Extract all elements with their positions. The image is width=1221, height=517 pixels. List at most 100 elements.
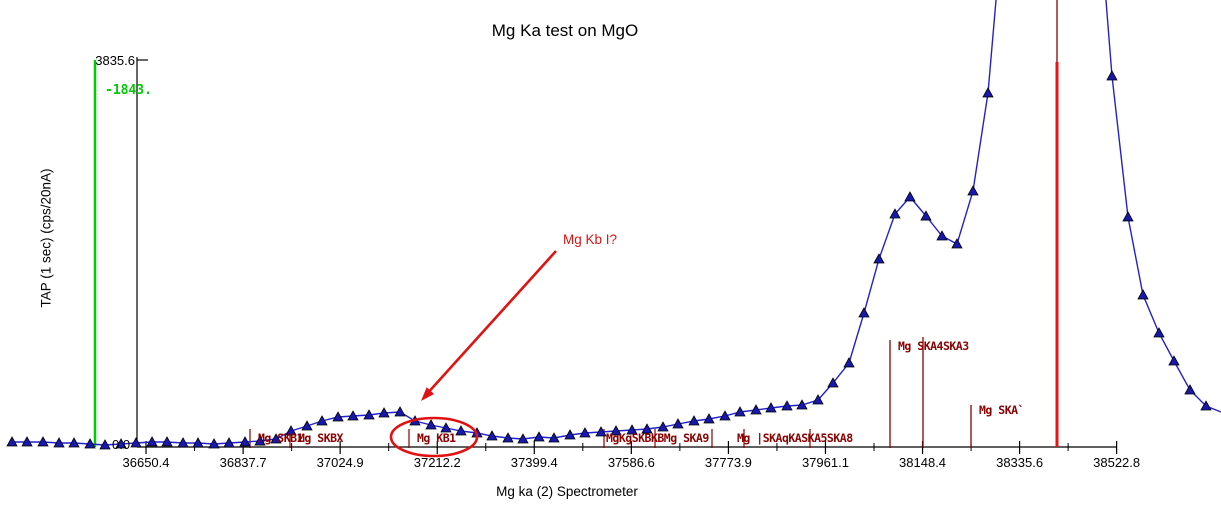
data-point-marker xyxy=(130,437,142,448)
data-point-marker xyxy=(765,402,777,413)
data-point-marker xyxy=(502,432,514,443)
data-point-marker xyxy=(657,421,669,432)
data-point-marker xyxy=(440,422,452,433)
y-axis-zero-label: 0.0 xyxy=(112,437,131,452)
data-point-marker xyxy=(301,420,313,431)
x-tick-label: 38335.6 xyxy=(996,455,1044,470)
data-point-marker xyxy=(750,404,762,415)
data-point-marker xyxy=(904,191,916,202)
data-point-marker xyxy=(1106,70,1118,81)
chart-title: Mg Ka test on MgO xyxy=(491,21,639,40)
cursor-readout-value: -1843. xyxy=(105,83,152,98)
data-point-marker xyxy=(177,437,189,448)
peak-label: Mg SKBX xyxy=(298,431,343,445)
data-point-marker xyxy=(254,435,266,446)
data-point-marker xyxy=(564,429,576,440)
data-point-marker xyxy=(285,425,297,436)
data-point-marker xyxy=(1200,400,1212,411)
peak-label: Mg SKA` xyxy=(979,403,1024,417)
data-point-marker xyxy=(53,437,65,448)
data-point-marker xyxy=(37,436,49,447)
data-point-marker xyxy=(1153,327,1165,338)
x-axis-title: Mg ka (2) Spectrometer xyxy=(496,484,638,499)
data-point-marker xyxy=(270,433,282,444)
x-tick-label: 36837.7 xyxy=(219,455,267,470)
data-point-marker xyxy=(115,438,127,449)
x-tick-label: 36650.4 xyxy=(122,455,170,470)
data-point-marker xyxy=(1184,384,1196,395)
data-point-marker xyxy=(843,357,855,368)
data-point-marker xyxy=(967,185,979,196)
annotation-arrow-head xyxy=(421,387,435,401)
x-tick-label: 37961.1 xyxy=(801,455,849,470)
x-tick-label: 37586.6 xyxy=(607,455,655,470)
data-point-marker xyxy=(239,436,251,447)
data-point-marker xyxy=(1137,289,1149,300)
x-tick-label: 37024.9 xyxy=(316,455,364,470)
data-point-marker xyxy=(99,439,111,450)
data-point-marker xyxy=(425,419,437,430)
x-tick-label: 37399.4 xyxy=(510,455,558,470)
data-point-marker xyxy=(858,307,870,318)
data-point-marker xyxy=(68,437,80,448)
data-point-marker xyxy=(533,431,545,442)
data-point-marker xyxy=(672,418,684,429)
x-tick-label: 38522.8 xyxy=(1093,455,1141,470)
data-point-marker xyxy=(208,438,220,449)
data-point-marker xyxy=(595,426,607,437)
data-point-marker xyxy=(363,409,375,420)
highlight-ellipse xyxy=(389,416,479,458)
peak-label: Mg SKB1 xyxy=(258,431,303,445)
data-point-marker xyxy=(332,411,344,422)
data-point-marker xyxy=(378,407,390,418)
x-tick-label: 37212.2 xyxy=(413,455,461,470)
data-point-marker xyxy=(781,400,793,411)
data-point-marker xyxy=(223,437,235,448)
data-point-marker xyxy=(455,425,467,436)
peak-label: MgKgSKBKBMg SKA9 xyxy=(606,431,709,445)
data-point-marker xyxy=(1168,355,1180,366)
data-point-marker xyxy=(486,430,498,441)
data-point-marker xyxy=(146,436,158,447)
data-point-marker xyxy=(920,210,932,221)
data-point-marker xyxy=(796,399,808,410)
data-point-marker xyxy=(579,427,591,438)
data-point-marker xyxy=(394,406,406,417)
data-point-marker xyxy=(889,208,901,219)
x-tick-label: 37773.9 xyxy=(704,455,752,470)
annotation-text: Mg Kb I? xyxy=(563,232,618,247)
peak-label: Mg KB1 xyxy=(417,431,456,445)
data-point-marker xyxy=(734,406,746,417)
data-point-marker xyxy=(610,425,622,436)
scan-curve xyxy=(12,0,1221,446)
data-point-marker xyxy=(827,377,839,388)
annotation-arrow-shaft xyxy=(424,250,557,397)
y-axis-max-label: 3835.6 xyxy=(95,53,135,68)
data-point-marker xyxy=(688,415,700,426)
data-point-marker xyxy=(192,437,204,448)
data-point-marker xyxy=(626,424,638,435)
data-point-marker xyxy=(719,410,731,421)
data-point-marker xyxy=(936,230,948,241)
data-point-marker xyxy=(703,413,715,424)
data-point-marker xyxy=(316,415,328,426)
data-point-marker xyxy=(873,253,885,264)
data-point-marker xyxy=(161,436,173,447)
data-point-marker xyxy=(641,423,653,434)
data-point-marker xyxy=(84,438,96,449)
data-point-marker xyxy=(1122,211,1134,222)
data-point-marker xyxy=(21,436,33,447)
data-point-marker xyxy=(812,394,824,405)
data-point-marker xyxy=(6,436,18,447)
peak-label: Mg SKA4SKA3 xyxy=(898,339,969,353)
data-point-marker xyxy=(517,433,529,444)
data-point-marker xyxy=(951,238,963,249)
data-point-marker xyxy=(548,432,560,443)
y-axis-title: TAP (1 sec) (cps/20nA) xyxy=(38,168,54,308)
x-tick-label: 38148.4 xyxy=(899,455,947,470)
data-point-marker xyxy=(982,87,994,98)
peak-label: Mg |SKAqKASKA5SKA8 xyxy=(737,431,853,445)
data-point-marker xyxy=(347,410,359,421)
